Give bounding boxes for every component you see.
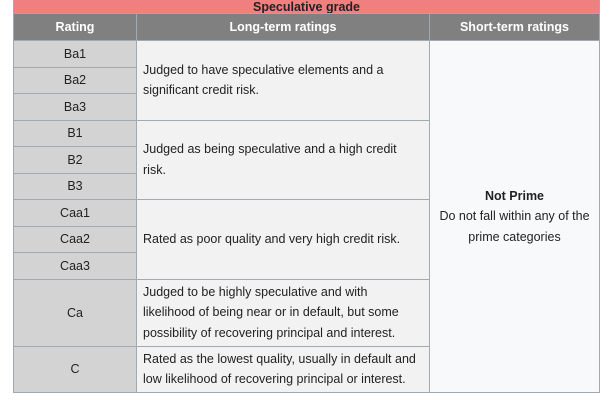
long-term-description: Judged to have speculative elements and … — [136, 40, 430, 121]
table-row: B2 — [13, 146, 600, 174]
short-term-description: Do not fall within any of the prime cate… — [439, 209, 590, 244]
rating-cell: Caa1 — [13, 199, 137, 227]
long-term-description: Judged to be highly speculative and with… — [136, 278, 430, 347]
rating-cell: Ca — [13, 278, 137, 347]
table-row: Caa2 — [13, 225, 600, 253]
column-header-row: Rating Long-term ratings Short-term rati… — [13, 13, 600, 41]
rating-cell: B3 — [13, 172, 137, 200]
rating-cell: B1 — [13, 119, 137, 147]
short-term-title: Not Prime — [484, 188, 545, 203]
rating-cell: Caa3 — [13, 252, 137, 280]
long-term-description: Judged as being speculative and a high c… — [136, 119, 430, 200]
long-term-description: Rated as poor quality and very high cred… — [136, 199, 430, 280]
rating-column-header: Rating — [13, 13, 137, 41]
table-row: Ba2 — [13, 66, 600, 94]
rating-cell: Ba2 — [13, 66, 137, 94]
ratings-table-container: Speculative grade Rating Long-term ratin… — [13, 0, 600, 393]
group-heading-row: Speculative grade — [13, 0, 600, 14]
rating-cell: Caa2 — [13, 225, 137, 253]
group-heading: Speculative grade — [13, 0, 600, 14]
table-row: Ca Judged to be highly speculative and w… — [13, 278, 600, 347]
rating-cell: Ba1 — [13, 40, 137, 68]
table-row: Caa3 — [13, 252, 600, 280]
table-row: Caa1 Rated as poor quality and very high… — [13, 199, 600, 280]
short-term-column-header: Short-term ratings — [429, 13, 600, 41]
short-term-cell: Not Prime Do not fall within any of the … — [429, 40, 600, 393]
long-term-column-header: Long-term ratings — [136, 13, 430, 41]
table-row: Ba1 Judged to have speculative elements … — [13, 40, 600, 393]
speculative-grade-ratings-table: Speculative grade Rating Long-term ratin… — [13, 0, 600, 393]
rating-cell: Ba3 — [13, 93, 137, 121]
rating-cell: C — [13, 345, 137, 393]
long-term-description: Rated as the lowest quality, usually in … — [136, 345, 430, 393]
rating-cell: B2 — [13, 146, 137, 174]
table-row: B3 — [13, 172, 600, 200]
table-row: B1 Judged as being speculative and a hig… — [13, 119, 600, 200]
table-row: C Rated as the lowest quality, usually i… — [13, 345, 600, 393]
